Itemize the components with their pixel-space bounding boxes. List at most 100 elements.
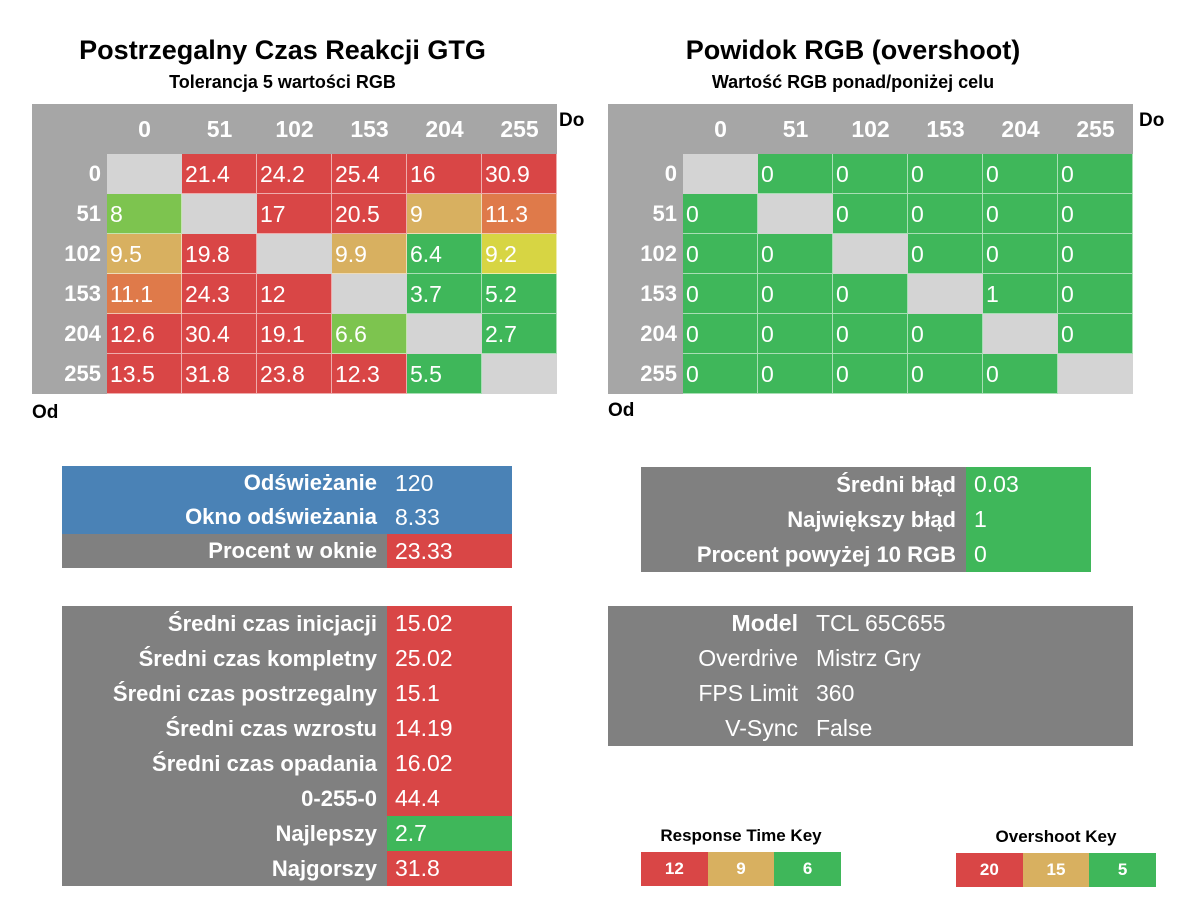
gtg-cell: 12 [257,274,332,314]
gtg-cell: 8 [107,194,182,234]
settings-row: V-Sync False [608,711,1128,746]
overshoot-cell: 0 [833,274,908,314]
error-row: Największy błąd 1 [641,502,1091,537]
overshoot-cell: 0 [1058,154,1133,194]
overshoot-cell: 0 [758,354,833,394]
gtg-row-header: 51 [76,201,101,226]
refresh-value: 23.33 [387,534,512,568]
response-key-swatch: 9 [707,852,775,886]
overshoot-key-title: Overshoot Key [995,827,1117,846]
overshoot-cell: 0 [683,314,758,354]
overshoot-cell: 0 [683,234,758,274]
gtg-row-header: 102 [64,241,101,266]
overshoot-cell: 0 [1058,234,1133,274]
gtg-cell: 6.4 [407,234,482,274]
gtg-cell [182,194,257,234]
error-value: 1 [966,502,1091,537]
overshoot-cell: 0 [1058,194,1133,234]
gtg-cell: 9 [407,194,482,234]
refresh-value: 120 [387,466,512,500]
settings-row: Overdrive Mistrz Gry [608,641,1128,676]
overshoot-cell: 0 [758,274,833,314]
gtg-cell: 11.1 [107,274,182,314]
gtg-col-header: 153 [350,116,389,142]
gtg-cell: 6.6 [332,314,407,354]
gtg-cell: 9.2 [482,234,557,274]
gtg-cell: 21.4 [182,154,257,194]
times-value: 25.02 [387,641,512,676]
gtg-from-label: Od [32,402,59,423]
times-value: 44.4 [387,781,512,816]
times-row: Najgorszy 31.8 [62,851,512,886]
settings-value: False [816,715,873,741]
gtg-col-header: 0 [138,116,151,142]
times-label: Średni czas postrzegalny [62,676,387,711]
gtg-cell: 9.5 [107,234,182,274]
gtg-cell: 30.9 [482,154,557,194]
times-label: Średni czas wzrostu [62,711,387,746]
gtg-cell: 13.5 [107,354,182,394]
overshoot-key-swatch: 20 [956,853,1023,887]
gtg-cell [257,234,332,274]
overshoot-cell [1058,354,1133,394]
overshoot-cell [983,314,1058,354]
overshoot-cell: 0 [908,154,983,194]
overshoot-cell [833,234,908,274]
overshoot-cell: 0 [908,314,983,354]
gtg-col-header: 255 [500,116,539,142]
overshoot-row-header: 51 [652,201,677,226]
overshoot-cell: 1 [983,274,1058,314]
gtg-to-label: Do [559,110,585,131]
overshoot-cell: 0 [758,154,833,194]
overshoot-col-header: 153 [926,116,965,142]
overshoot-cell: 0 [833,154,908,194]
gtg-cell: 17 [257,194,332,234]
times-row: Średni czas postrzegalny 15.1 [62,676,512,711]
gtg-cell: 20.5 [332,194,407,234]
error-label: Średni błąd [641,467,966,502]
overshoot-col-header: 51 [782,116,809,142]
overshoot-cell: 0 [833,354,908,394]
times-value: 15.1 [387,676,512,711]
overshoot-cell: 0 [758,234,833,274]
settings-value: 360 [816,680,855,706]
overshoot-to-label: Do [1139,110,1165,131]
refresh-label: Procent w oknie [62,534,387,568]
gtg-cell: 23.8 [257,354,332,394]
gtg-cell [407,314,482,354]
gtg-col-header: 102 [275,116,314,142]
error-row: Średni błąd 0.03 [641,467,1091,502]
gtg-row-header: 204 [64,321,101,346]
times-label: 0-255-0 [62,781,387,816]
overshoot-key: 20 15 5 [956,853,1156,887]
overshoot-cell: 0 [683,274,758,314]
overshoot-heatmap: 0 51 102 153 204 255 0 0 0 0 0 0 51 0 0 0 0 0 102 0 0 0 0 0 153 0… [608,104,1133,394]
error-value: 0.03 [966,467,1091,502]
response-key: 12 9 6 [641,852,841,886]
times-value: 31.8 [387,851,512,886]
settings-value: Mistrz Gry [816,645,921,671]
overshoot-cell: 0 [1058,314,1133,354]
overshoot-col-header: 255 [1076,116,1115,142]
refresh-row: Odświeżanie 120 [62,466,512,500]
times-label: Najgorszy [62,851,387,886]
settings-value: TCL 65C655 [816,610,946,636]
response-key-swatch: 12 [641,852,708,886]
gtg-row-header: 153 [64,281,101,306]
gtg-cell: 2.7 [482,314,557,354]
times-value: 15.02 [387,606,512,641]
times-row: Średni czas wzrostu 14.19 [62,711,512,746]
overshoot-cell: 0 [833,314,908,354]
times-row: Najlepszy 2.7 [62,816,512,851]
times-label: Najlepszy [62,816,387,851]
times-row: Średni czas inicjacji 15.02 [62,606,512,641]
response-key-title: Response Time Key [660,826,822,845]
gtg-heatmap: 0 51 102 153 204 255 0 21.4 24.2 25.4 16 30.9 51 8 17 2… [32,104,557,394]
refresh-label: Odświeżanie [62,466,387,500]
overshoot-cell: 0 [983,194,1058,234]
overshoot-from-label: Od [608,400,635,421]
times-row: Średni czas kompletny 25.02 [62,641,512,676]
gtg-row-header: 0 [88,161,101,186]
overshoot-cell: 0 [983,234,1058,274]
gtg-cell: 19.1 [257,314,332,354]
